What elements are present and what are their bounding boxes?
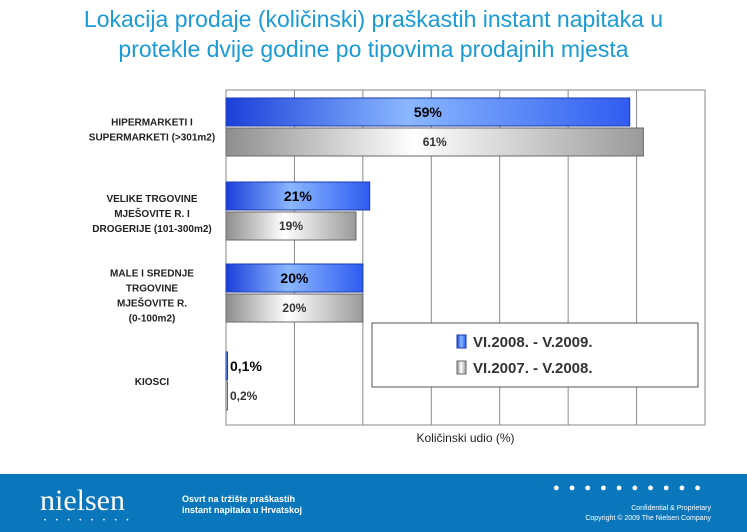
bar-series-2: [225, 293, 364, 323]
category-label: MALE I SREDNJE: [110, 269, 194, 280]
category-label: HIPERMARKETI I: [111, 118, 193, 129]
confidential-notice: Confidential & Proprietary Copyright © 2…: [585, 504, 711, 524]
bar-series-2: [225, 381, 228, 411]
category-label: VELIKE TRGOVINE: [106, 194, 197, 205]
data-label: 20%: [282, 301, 306, 315]
chart-title: Lokacija prodaje (količinski) praškastih…: [0, 4, 747, 64]
category-label: MJEŠOVITE R. I: [114, 207, 190, 220]
legend-swatch: [456, 360, 467, 375]
decorative-dots: ● ● ● ● ● ● ● ● ● ●: [553, 482, 704, 494]
chart-title-line-2: protekle dvije godine po tipovima prodaj…: [118, 36, 629, 62]
category-label: MJEŠOVITE R.: [117, 297, 187, 310]
bar-series-1: [225, 263, 364, 293]
data-label: 59%: [414, 104, 443, 120]
data-label: 20%: [280, 270, 309, 286]
category-label: TRGOVINE: [126, 284, 179, 295]
document-title: Osvrt na tržište praškastih instant napi…: [182, 494, 303, 515]
data-label: 19%: [279, 219, 303, 233]
data-label: 21%: [284, 188, 313, 204]
legend-label: VI.2007. - V.2008.: [473, 360, 593, 377]
bar-series-1: [225, 181, 371, 211]
chart-title-line-1: Lokacija prodaje (količinski) praškastih…: [83, 6, 664, 32]
bar-series-1: [225, 351, 228, 381]
data-label: 0,2%: [230, 389, 258, 403]
bar-chart: HIPERMARKETI I SUPERMARKETI (>301m2) 59% 61…: [89, 89, 706, 445]
category-label: (0-100m2): [129, 314, 176, 325]
data-label: 61%: [423, 135, 447, 149]
nielsen-logo: nielsen: [40, 484, 125, 517]
legend: [371, 322, 699, 388]
bar-series-2: [225, 211, 357, 241]
category-label: SUPERMARKETI (>301m2): [89, 133, 215, 144]
x-axis-label: Količinski udio (%): [416, 431, 514, 445]
confidential-label: Confidential & Proprietary: [631, 505, 711, 512]
logo-dots: • • • • • • • •: [44, 518, 133, 524]
data-label: 0,1%: [230, 358, 262, 374]
bar-series-1: [225, 97, 631, 127]
legend-label: VI.2008. - V.2009.: [473, 334, 593, 351]
legend-swatch: [456, 334, 467, 349]
copyright-label: Copyright © 2009 The Nielsen Company: [585, 515, 711, 522]
footer: nielsen • • • • • • • • Osvrt na tržište…: [0, 474, 747, 532]
category-label: DROGERIJE (101-300m2): [92, 224, 212, 235]
bar-series-2: [225, 127, 644, 157]
category-label: KIOSCI: [135, 377, 170, 388]
